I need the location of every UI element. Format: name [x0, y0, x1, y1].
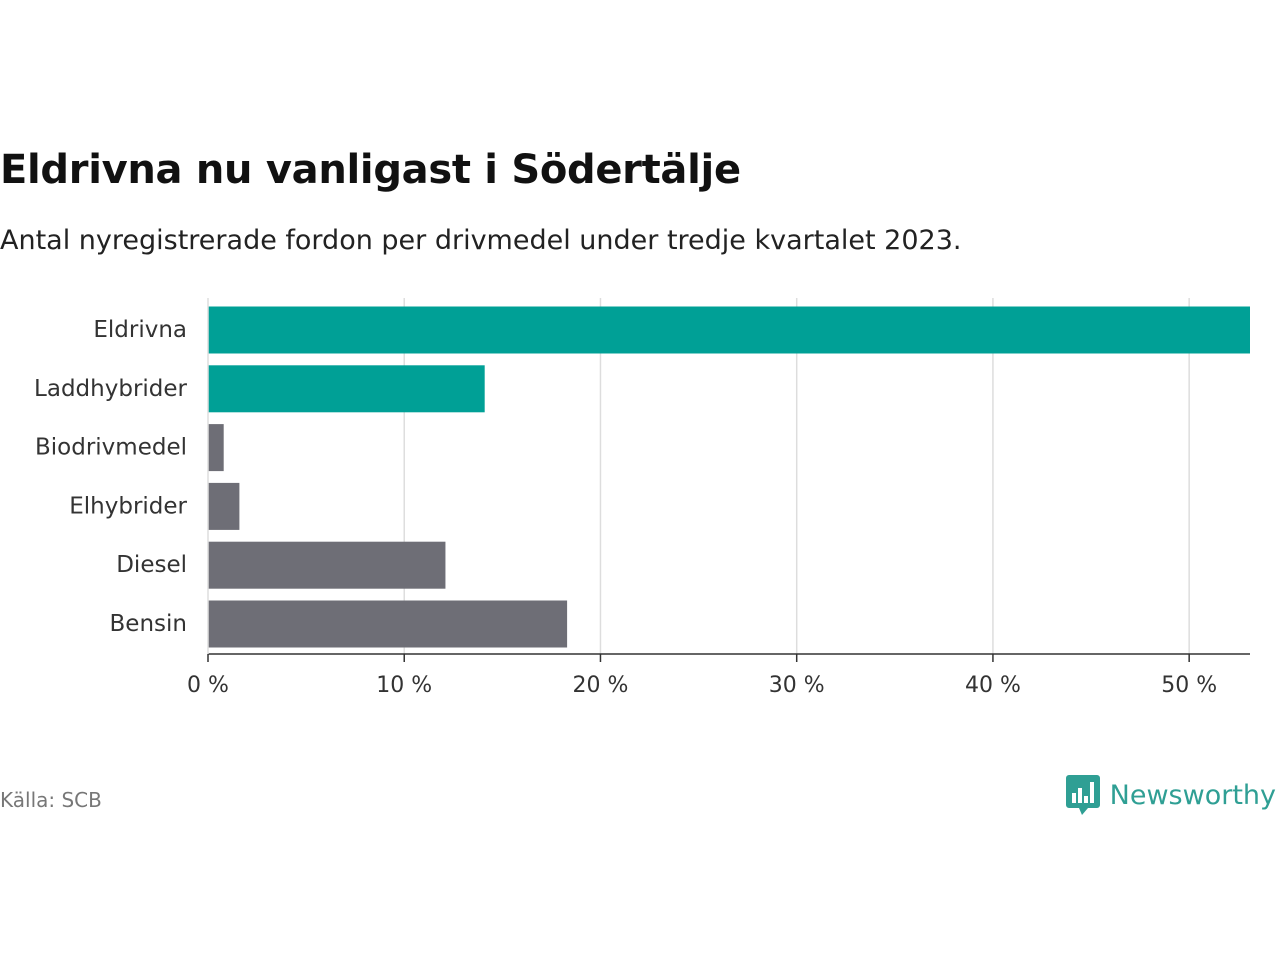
bar-eldrivna	[208, 306, 1250, 354]
x-tick-label: 10 %	[376, 673, 432, 698]
category-label: Elhybrider	[69, 493, 187, 519]
category-label: Bensin	[110, 611, 187, 637]
bars	[208, 306, 1250, 648]
x-tick-label: 50 %	[1161, 673, 1217, 698]
bar-bensin	[208, 600, 568, 648]
newsworthy-logo-icon	[1065, 775, 1100, 815]
chart-subtitle: Antal nyregistrerade fordon per drivmede…	[0, 225, 962, 256]
x-axis: 0 % 10 % 20 % 30 % 40 % 50 %	[187, 298, 1250, 698]
source-note: Källa: SCB	[0, 788, 102, 812]
bar-diesel	[208, 541, 446, 589]
bar-laddhybrider	[208, 365, 485, 413]
category-label: Laddhybrider	[34, 376, 187, 402]
x-tick-label: 0 %	[187, 673, 229, 698]
chart-title: Eldrivna nu vanligast i Södertälje	[0, 147, 741, 193]
bar-elhybrider	[208, 482, 240, 530]
category-labels: Eldrivna Laddhybrider Biodrivmedel Elhybrid…	[34, 317, 187, 637]
x-tick-label: 30 %	[769, 673, 825, 698]
brand-name: Newsworthy	[1109, 779, 1276, 811]
category-label: Eldrivna	[93, 317, 187, 343]
x-tick-label: 40 %	[965, 673, 1021, 698]
category-label: Diesel	[116, 552, 187, 578]
brand: Newsworthy	[1065, 774, 1276, 816]
x-tick-label: 20 %	[573, 673, 629, 698]
bar-biodrivmedel	[208, 424, 224, 472]
gridlines	[403, 298, 1190, 654]
category-label: Biodrivmedel	[35, 435, 187, 461]
